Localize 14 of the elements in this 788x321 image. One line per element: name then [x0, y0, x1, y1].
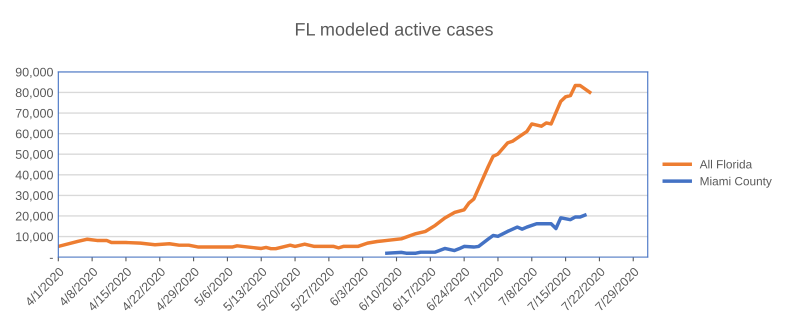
chart-title: FL modeled active cases	[296, 22, 493, 36]
y-tick-label: 80,000	[16, 88, 53, 99]
legend-label: Miami County	[700, 176, 772, 188]
y-tick-label: 20,000	[16, 212, 53, 222]
y-tick-label: 10,000	[16, 232, 53, 243]
y-tick-label: 90,000	[16, 68, 53, 78]
y-tick-label: 40,000	[16, 170, 53, 181]
y-tick-label: -	[50, 258, 53, 259]
legend-label: All Florida	[700, 160, 752, 168]
y-tick-label: 30,000	[16, 191, 53, 202]
y-tick-label: 60,000	[16, 129, 53, 140]
line-series	[58, 84, 592, 250]
y-tick-label: 50,000	[16, 150, 53, 160]
y-tick-label: 70,000	[16, 108, 53, 120]
